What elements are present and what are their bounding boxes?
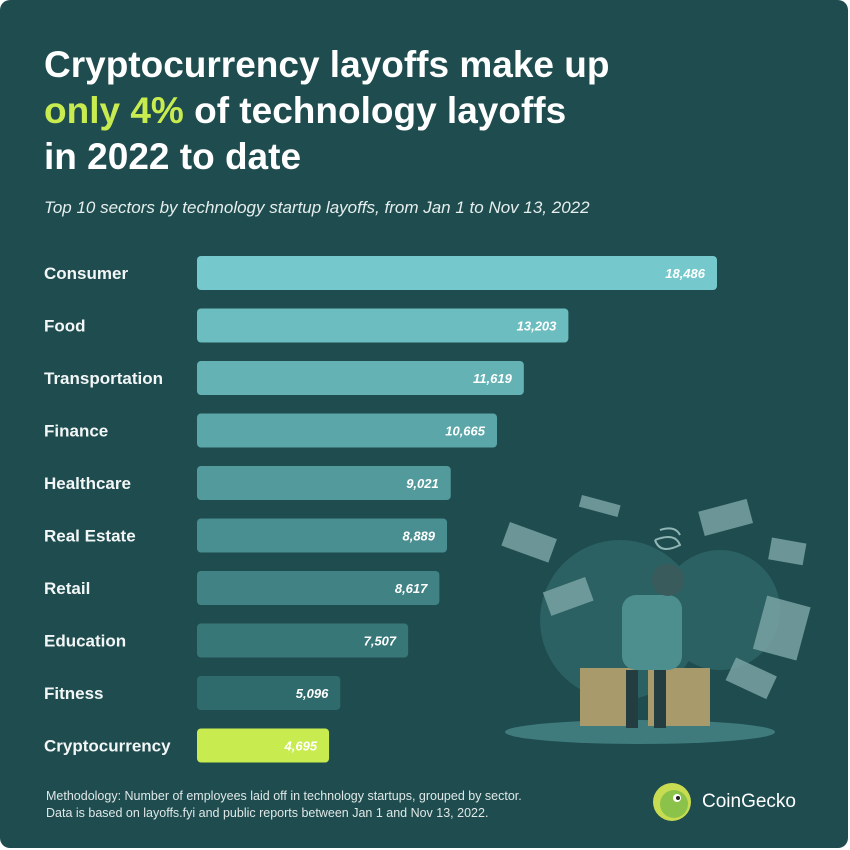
value-label: 5,096 [296,686,329,701]
value-label: 13,203 [517,319,558,334]
value-label: 11,619 [473,371,513,386]
bar [197,466,451,500]
bar [197,623,409,658]
chart-title: Cryptocurrency layoffs make up only 4% o… [44,42,764,180]
bar [197,571,440,605]
value-label: 10,665 [445,424,486,439]
category-label: Fitness [44,684,104,703]
bar [197,413,497,448]
brand-name: CoinGecko [702,791,796,812]
title-line-2-rest: of technology layoffs [183,90,567,131]
methodology-line-1: Methodology: Number of employees laid of… [46,789,522,803]
category-label: Transportation [44,369,163,388]
value-label: 4,695 [284,739,318,754]
category-label: Healthcare [44,474,131,493]
category-label: Food [44,317,86,336]
methodology-note: Methodology: Number of employees laid of… [46,788,522,822]
value-label: 18,486 [665,266,706,281]
bar [197,256,717,290]
value-label: 8,889 [402,529,435,544]
coingecko-logo-icon [653,783,691,821]
title-line-2: only 4% of technology layoffs [44,88,764,134]
value-label: 7,507 [364,634,397,649]
title-line-3: in 2022 to date [44,136,302,177]
category-label: Real Estate [44,527,136,546]
title-highlight: only 4% [44,90,184,131]
category-label: Education [44,632,126,651]
brand: CoinGecko [652,782,796,822]
methodology-line-2: Data is based on layoffs.fyi and public … [46,806,489,820]
value-label: 8,617 [395,581,428,596]
bar [197,728,330,763]
bar [197,361,524,395]
category-label: Finance [44,422,108,441]
chart-subtitle: Top 10 sectors by technology startup lay… [44,198,590,217]
bar [197,308,569,343]
value-label: 9,021 [406,476,439,491]
category-label: Consumer [44,264,128,283]
bar [197,518,448,553]
bar [197,676,341,710]
category-label: Cryptocurrency [44,737,171,756]
category-label: Retail [44,579,90,598]
title-line-1: Cryptocurrency layoffs make up [44,44,610,85]
